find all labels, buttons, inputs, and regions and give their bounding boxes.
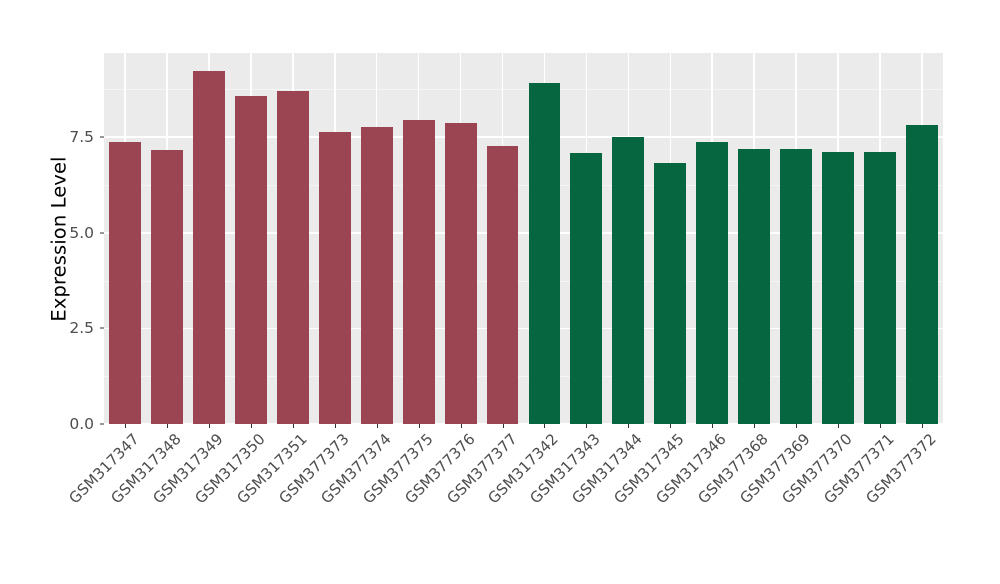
x-tick-label: GSM317347 <box>65 430 143 508</box>
x-tick-mark <box>460 424 462 428</box>
gridline-minor <box>104 280 943 282</box>
gridline-major <box>104 423 943 425</box>
x-tick-mark <box>502 424 504 428</box>
bar <box>696 141 729 424</box>
bar <box>822 151 855 424</box>
y-tick-label: 5.0 <box>69 223 94 242</box>
x-tick-mark <box>880 424 882 428</box>
y-tick-label: 2.5 <box>69 319 94 338</box>
x-tick-mark <box>922 424 924 428</box>
bar <box>486 145 519 424</box>
gridline-minor <box>104 184 943 186</box>
plot-panel <box>104 53 943 425</box>
x-tick-mark <box>670 424 672 428</box>
x-tick-mark <box>544 424 546 428</box>
bar <box>864 151 896 424</box>
gridline-minor <box>104 376 943 378</box>
bar <box>109 141 141 424</box>
x-tick-mark <box>376 424 378 428</box>
bar <box>276 91 309 424</box>
bar <box>150 150 183 424</box>
bar <box>570 153 603 424</box>
x-tick-mark <box>754 424 756 428</box>
gridline-major <box>104 136 943 138</box>
x-tick-mark <box>208 424 210 428</box>
bar <box>780 149 813 424</box>
bar <box>444 123 477 424</box>
bar <box>234 95 267 424</box>
y-tick-label: 7.5 <box>69 128 94 147</box>
x-tick-mark <box>292 424 294 428</box>
bar <box>612 137 645 424</box>
x-tick-mark <box>124 424 126 428</box>
x-tick-mark <box>166 424 168 428</box>
bar <box>402 119 435 424</box>
x-tick-mark <box>250 424 252 428</box>
bar <box>360 127 393 424</box>
bar <box>738 148 771 424</box>
y-tick-mark <box>100 327 104 329</box>
gridline-major <box>104 231 943 234</box>
y-tick-mark <box>100 232 104 234</box>
bar <box>318 131 351 424</box>
gridline-major <box>104 327 943 330</box>
x-tick-mark <box>334 424 336 428</box>
x-tick-mark <box>712 424 714 428</box>
bar <box>192 71 225 424</box>
y-tick-mark <box>100 423 104 425</box>
gridline-minor <box>104 89 943 91</box>
y-tick-label: 0.0 <box>69 415 94 433</box>
x-tick-mark <box>838 424 840 428</box>
bar <box>528 82 561 424</box>
x-tick-mark <box>628 424 630 428</box>
x-tick-mark <box>418 424 420 428</box>
y-tick-mark <box>100 136 104 138</box>
x-tick-mark <box>586 424 588 428</box>
x-tick-mark <box>796 424 798 428</box>
bar <box>906 124 938 424</box>
bar <box>654 162 687 424</box>
